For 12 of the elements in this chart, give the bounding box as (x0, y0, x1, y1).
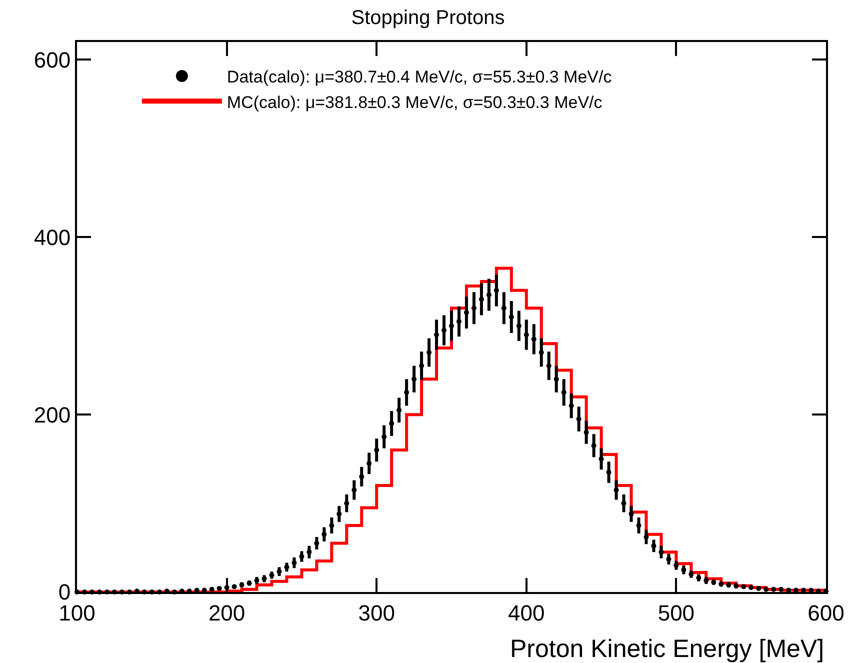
x-tick-label: 200 (208, 600, 246, 626)
x-tick-label: 300 (358, 600, 395, 626)
y-tick-label: 600 (34, 47, 71, 72)
x-tick-label: 500 (658, 600, 695, 626)
legend-label: Data(calo): μ=380.7±0.4 MeV/c, σ=55.3±0.3 MeV/c (226, 68, 612, 87)
legend-label: MC(calo): μ=381.8±0.3 MeV/c, σ=50.3±0.3 MeV/c (226, 92, 603, 112)
x-tick-label: 400 (508, 600, 545, 626)
x-tick-label: 600 (808, 600, 844, 626)
y-tick-label: 400 (34, 224, 71, 250)
x-axis-title: Proton Kinetic Energy [MeV] (510, 635, 824, 663)
y-tick-label: 200 (34, 402, 71, 428)
chart-title: Stopping Protons (351, 6, 505, 29)
